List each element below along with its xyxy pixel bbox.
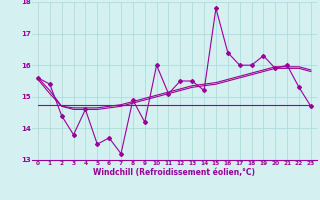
X-axis label: Windchill (Refroidissement éolien,°C): Windchill (Refroidissement éolien,°C) — [93, 168, 255, 177]
